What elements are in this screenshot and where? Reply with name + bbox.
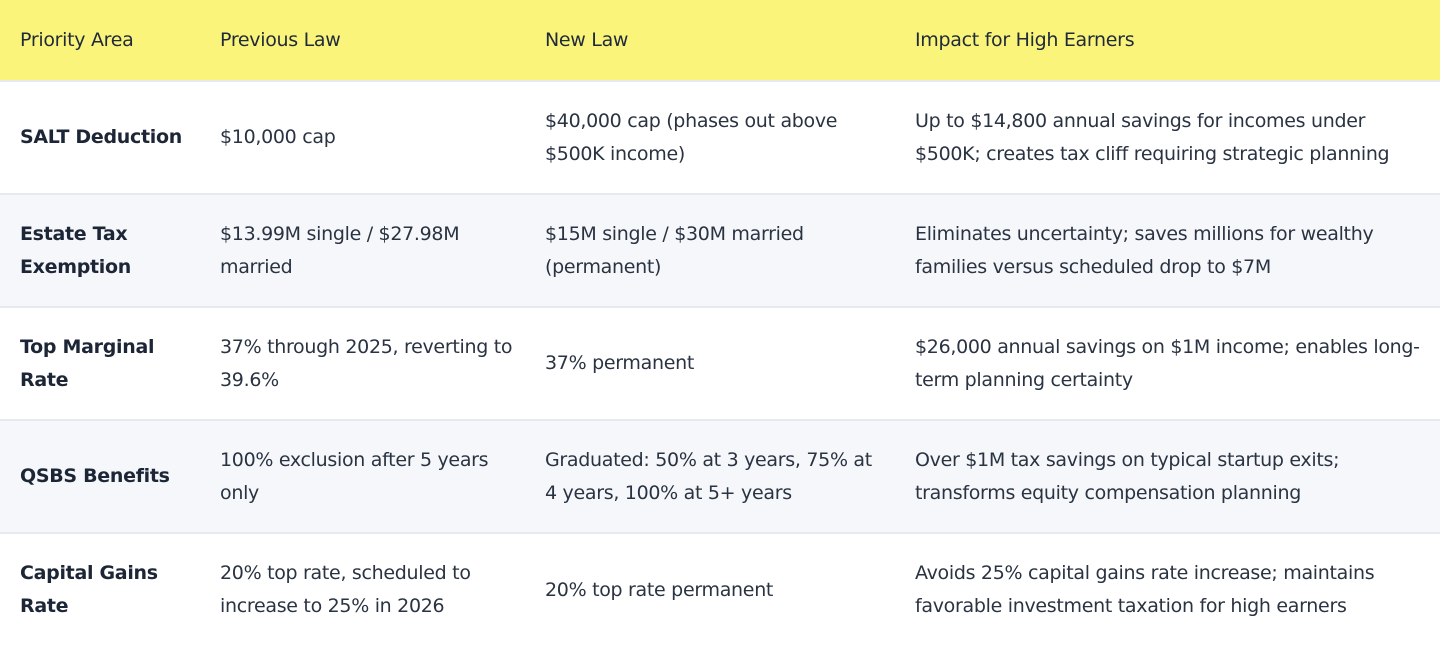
column-header: Priority Area	[0, 0, 200, 81]
table-cell: $40,000 cap (phases out above $500K inco…	[525, 80, 895, 194]
table-cell: Up to $14,800 annual savings for incomes…	[895, 80, 1440, 194]
table-cell: 100% exclusion after 5 years only	[200, 419, 525, 533]
column-header: New Law	[525, 0, 895, 81]
table-cell: $26,000 annual savings on $1M income; en…	[895, 306, 1440, 420]
table-cell: $10,000 cap	[200, 80, 525, 194]
table-cell: 37% permanent	[525, 306, 895, 420]
column-header: Previous Law	[200, 0, 525, 81]
header-row: Priority Area Previous Law New Law Impact f…	[0, 0, 1440, 81]
table-cell: 20% top rate, scheduled to increase to 2…	[200, 532, 525, 646]
table-row: Top Marginal Rate 37% through 2025, rever…	[0, 306, 1440, 420]
table-cell: $13.99M single / $27.98M married	[200, 193, 525, 307]
table-row: Estate Tax Exemption $13.99M single / $27…	[0, 193, 1440, 307]
table-row: Capital Gains Rate 20% top rate, schedule…	[0, 532, 1440, 646]
table-cell: 37% through 2025, reverting to 39.6%	[200, 306, 525, 420]
row-label: Estate Tax Exemption	[0, 193, 200, 307]
table-cell: 20% top rate permanent	[525, 532, 895, 646]
row-label: SALT Deduction	[0, 80, 200, 194]
row-label: Capital Gains Rate	[0, 532, 200, 646]
row-label: Top Marginal Rate	[0, 306, 200, 420]
row-label: QSBS Benefits	[0, 419, 200, 533]
table-cell: $15M single / $30M married (permanent)	[525, 193, 895, 307]
table-row: QSBS Benefits 100% exclusion after 5 year…	[0, 419, 1440, 533]
table-cell: Over $1M tax savings on typical startup …	[895, 419, 1440, 533]
table-cell: Avoids 25% capital gains rate increase; …	[895, 532, 1440, 646]
table-cell: Graduated: 50% at 3 years, 75% at 4 year…	[525, 419, 895, 533]
column-header: Impact for High Earners	[895, 0, 1440, 81]
table-cell: Eliminates uncertainty; saves millions f…	[895, 193, 1440, 307]
table-row: SALT Deduction $10,000 cap $40,000 cap (ph…	[0, 80, 1440, 194]
